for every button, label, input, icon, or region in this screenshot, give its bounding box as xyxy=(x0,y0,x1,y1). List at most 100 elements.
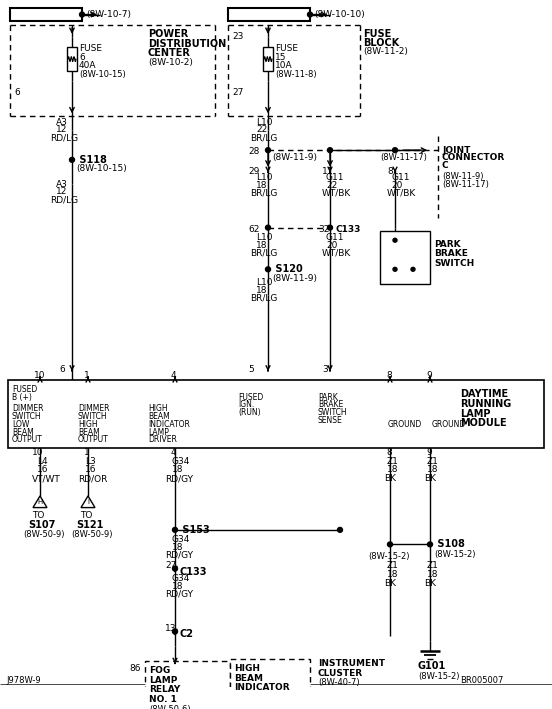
Text: B (+): B (+) xyxy=(12,393,32,402)
Text: INDICATOR: INDICATOR xyxy=(234,683,290,692)
Text: 18: 18 xyxy=(427,465,438,474)
Text: (8W-10-15): (8W-10-15) xyxy=(76,164,127,173)
Text: (8W-11-8): (8W-11-8) xyxy=(275,70,317,79)
Text: DISTRIBUTION: DISTRIBUTION xyxy=(148,38,226,49)
Text: Z1: Z1 xyxy=(427,457,439,466)
Text: (8W-50-9): (8W-50-9) xyxy=(71,530,113,540)
Circle shape xyxy=(388,542,392,547)
Text: RD/OR: RD/OR xyxy=(78,474,108,483)
Bar xyxy=(380,230,430,284)
Text: (8W-11-9): (8W-11-9) xyxy=(442,172,484,181)
Text: 12: 12 xyxy=(56,187,67,196)
Text: IGN.: IGN. xyxy=(238,401,254,409)
Text: CONNECTOR: CONNECTOR xyxy=(442,153,505,162)
Text: 6: 6 xyxy=(59,364,65,374)
Text: L4: L4 xyxy=(37,457,47,466)
Text: 18: 18 xyxy=(256,181,268,189)
Text: L3: L3 xyxy=(85,457,95,466)
Text: MODULE: MODULE xyxy=(460,418,507,428)
Text: 18: 18 xyxy=(427,570,438,579)
Text: BRAKE: BRAKE xyxy=(318,401,343,409)
Text: 11: 11 xyxy=(322,167,333,176)
Text: FUSED: FUSED xyxy=(238,393,263,402)
Text: 12: 12 xyxy=(56,125,67,134)
Text: BR/LG: BR/LG xyxy=(250,189,277,197)
Text: BK: BK xyxy=(384,579,396,588)
Text: S121: S121 xyxy=(76,520,103,530)
Circle shape xyxy=(266,147,270,152)
Circle shape xyxy=(392,147,397,152)
Circle shape xyxy=(172,629,178,634)
Text: G101: G101 xyxy=(418,661,446,671)
Text: BEAM: BEAM xyxy=(148,412,170,421)
Text: TO: TO xyxy=(80,511,92,520)
Text: 10A: 10A xyxy=(275,62,293,70)
Text: 23: 23 xyxy=(232,33,243,41)
Text: (8W-10-2): (8W-10-2) xyxy=(148,58,193,67)
Bar xyxy=(67,47,77,72)
Text: C: C xyxy=(442,161,449,170)
Text: PARK: PARK xyxy=(434,240,460,249)
Text: H: H xyxy=(38,498,43,505)
Text: FUSED: FUSED xyxy=(12,385,37,394)
Text: RD/LG: RD/LG xyxy=(50,133,78,142)
Text: BR/LG: BR/LG xyxy=(250,294,277,303)
Text: 22: 22 xyxy=(326,181,337,189)
Text: BR/LG: BR/LG xyxy=(250,133,277,142)
Text: J978W-9: J978W-9 xyxy=(6,676,41,684)
Text: WT/BK: WT/BK xyxy=(322,248,351,257)
Text: SWITCH: SWITCH xyxy=(78,412,108,421)
Text: C133: C133 xyxy=(335,225,360,234)
Text: NO. 1: NO. 1 xyxy=(149,695,177,704)
Bar xyxy=(228,8,310,21)
Text: INDICATOR: INDICATOR xyxy=(148,420,190,429)
Text: RUNNING: RUNNING xyxy=(460,399,511,409)
Text: 32: 32 xyxy=(318,225,330,234)
Circle shape xyxy=(307,12,312,17)
Text: S107: S107 xyxy=(28,520,55,530)
Text: 6: 6 xyxy=(14,87,20,96)
Text: DIMMER: DIMMER xyxy=(12,404,44,413)
Bar xyxy=(8,380,544,447)
Text: LAMP: LAMP xyxy=(460,408,491,418)
Text: I: I xyxy=(87,498,89,505)
Text: BEAM: BEAM xyxy=(234,674,263,683)
Text: 22: 22 xyxy=(256,125,267,134)
Text: (8W-40-7): (8W-40-7) xyxy=(318,679,359,688)
Text: S120: S120 xyxy=(272,264,302,274)
Text: (8W-15-2): (8W-15-2) xyxy=(368,552,410,561)
Text: G11: G11 xyxy=(326,173,344,182)
Circle shape xyxy=(337,527,342,532)
Text: HIGH: HIGH xyxy=(234,664,260,673)
Text: 18: 18 xyxy=(387,465,399,474)
Text: 10: 10 xyxy=(32,448,44,457)
Text: FUSE: FUSE xyxy=(275,44,298,53)
Text: 8: 8 xyxy=(386,372,392,380)
Text: 27: 27 xyxy=(232,87,243,96)
Text: BK: BK xyxy=(384,474,396,483)
Text: (8W-15-2): (8W-15-2) xyxy=(434,549,475,559)
Text: 40A: 40A xyxy=(79,62,97,70)
Text: 62: 62 xyxy=(248,225,259,234)
Text: RD/GY: RD/GY xyxy=(165,589,193,598)
Text: SENSE: SENSE xyxy=(318,416,343,425)
Text: Z1: Z1 xyxy=(387,457,399,466)
Text: (8W-11-2): (8W-11-2) xyxy=(363,47,408,56)
Circle shape xyxy=(79,12,84,17)
Text: 4: 4 xyxy=(171,372,177,380)
Text: VT/WT: VT/WT xyxy=(32,474,61,483)
Text: L10: L10 xyxy=(256,173,273,182)
Text: FUSE: FUSE xyxy=(79,44,102,53)
Text: BR/LG: BR/LG xyxy=(250,248,277,257)
Text: LAMP: LAMP xyxy=(149,676,177,684)
Text: BR005007: BR005007 xyxy=(460,676,503,684)
Text: 6: 6 xyxy=(79,52,85,62)
Text: 3: 3 xyxy=(322,364,328,374)
Text: RUN A22: RUN A22 xyxy=(232,9,283,20)
Text: 13: 13 xyxy=(165,624,177,633)
Text: 18: 18 xyxy=(172,543,183,552)
Text: 28: 28 xyxy=(248,147,259,155)
Text: G11: G11 xyxy=(326,233,344,242)
Text: Z1: Z1 xyxy=(427,562,439,570)
Text: RELAY: RELAY xyxy=(149,685,181,694)
